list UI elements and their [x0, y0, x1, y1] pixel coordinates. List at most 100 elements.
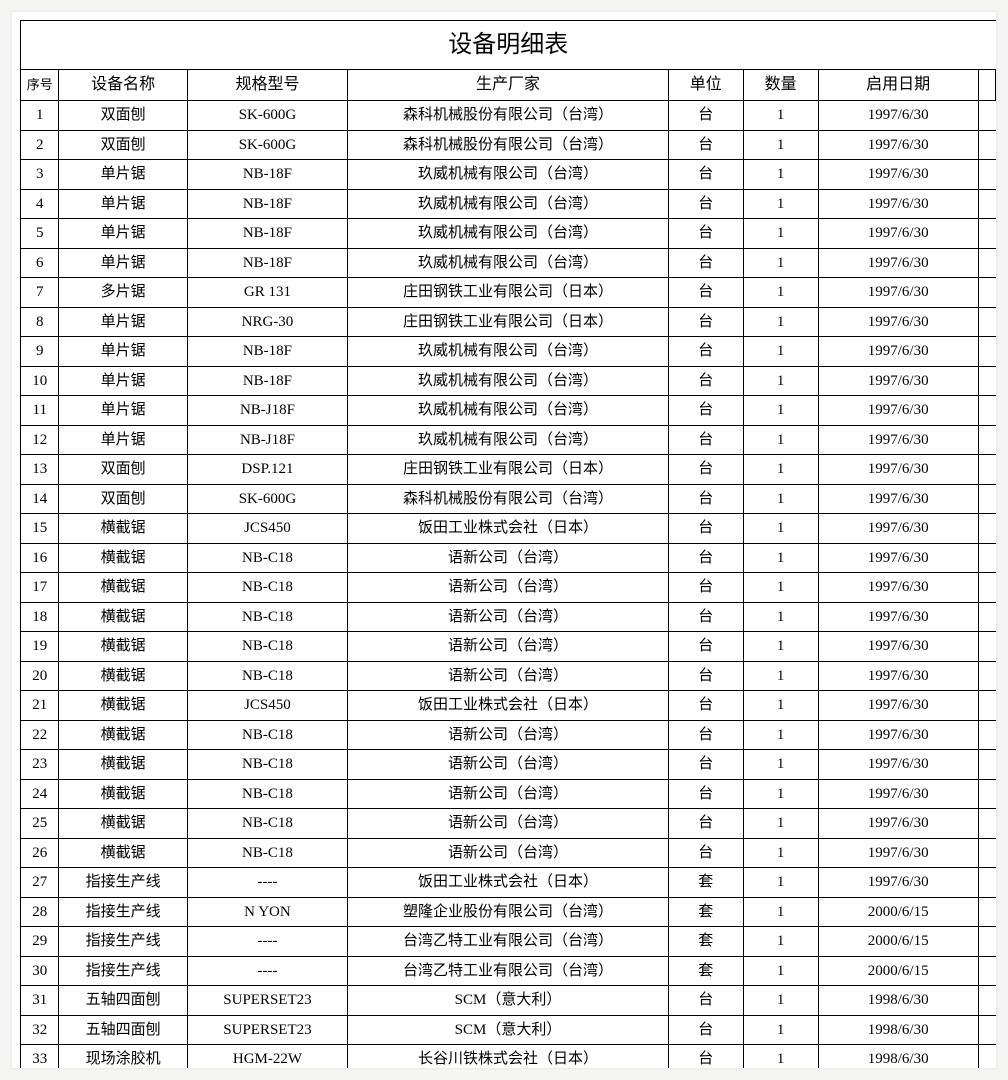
cell-manufacturer: 玖威机械有限公司（台湾）	[348, 396, 669, 426]
cell-seq: 19	[21, 632, 59, 662]
cell-end	[978, 543, 995, 573]
table-row: 14双面刨SK-600G森科机械股份有限公司（台湾）台11997/6/30	[21, 484, 996, 514]
cell-model: NB-C18	[187, 750, 347, 780]
cell-end	[978, 897, 995, 927]
cell-name: 指接生产线	[59, 927, 187, 957]
table-row: 28指接生产线N YON塑隆企业股份有限公司（台湾）套12000/6/15	[21, 897, 996, 927]
cell-date: 1997/6/30	[818, 248, 978, 278]
header-manufacturer: 生产厂家	[348, 70, 669, 101]
cell-date: 1997/6/30	[818, 868, 978, 898]
cell-qty: 1	[743, 720, 818, 750]
table-row: 9单片锯NB-18F玖威机械有限公司（台湾）台11997/6/30	[21, 337, 996, 367]
cell-qty: 1	[743, 366, 818, 396]
cell-name: 横截锯	[59, 543, 187, 573]
header-unit: 单位	[668, 70, 743, 101]
table-row: 17横截锯NB-C18语新公司（台湾）台11997/6/30	[21, 573, 996, 603]
cell-end	[978, 602, 995, 632]
cell-manufacturer: 庄田钢铁工业有限公司（日本）	[348, 455, 669, 485]
cell-seq: 24	[21, 779, 59, 809]
cell-end	[978, 868, 995, 898]
cell-unit: 台	[668, 455, 743, 485]
header-date: 启用日期	[818, 70, 978, 101]
cell-unit: 台	[668, 750, 743, 780]
cell-seq: 1	[21, 101, 59, 131]
cell-manufacturer: 玖威机械有限公司（台湾）	[348, 219, 669, 249]
cell-manufacturer: 森科机械股份有限公司（台湾）	[348, 130, 669, 160]
header-qty: 数量	[743, 70, 818, 101]
cell-model: DSP.121	[187, 455, 347, 485]
cell-unit: 台	[668, 366, 743, 396]
cell-qty: 1	[743, 484, 818, 514]
cell-end	[978, 160, 995, 190]
cell-unit: 套	[668, 956, 743, 986]
cell-name: 横截锯	[59, 573, 187, 603]
cell-end	[978, 573, 995, 603]
cell-manufacturer: 台湾乙特工业有限公司（台湾）	[348, 956, 669, 986]
cell-manufacturer: 语新公司（台湾）	[348, 809, 669, 839]
cell-date: 1997/6/30	[818, 101, 978, 131]
cell-end	[978, 484, 995, 514]
cell-name: 现场涂胶机	[59, 1045, 187, 1069]
cell-end	[978, 337, 995, 367]
cell-manufacturer: 语新公司（台湾）	[348, 602, 669, 632]
cell-seq: 29	[21, 927, 59, 957]
cell-qty: 1	[743, 425, 818, 455]
cell-end	[978, 396, 995, 426]
cell-manufacturer: SCM（意大利）	[348, 1015, 669, 1045]
cell-manufacturer: 长谷川铁株式会社（日本）	[348, 1045, 669, 1069]
cell-date: 1998/6/30	[818, 986, 978, 1016]
cell-seq: 23	[21, 750, 59, 780]
page-container: 设备明细表 序号 设备名称 规格型号 生产厂家 单位 数量 启用日期 1双面刨S…	[12, 12, 996, 1068]
cell-end	[978, 455, 995, 485]
cell-seq: 6	[21, 248, 59, 278]
cell-qty: 1	[743, 956, 818, 986]
cell-unit: 台	[668, 1015, 743, 1045]
cell-unit: 台	[668, 307, 743, 337]
cell-manufacturer: 玖威机械有限公司（台湾）	[348, 189, 669, 219]
cell-qty: 1	[743, 573, 818, 603]
cell-name: 横截锯	[59, 632, 187, 662]
cell-date: 1997/6/30	[818, 838, 978, 868]
cell-unit: 台	[668, 248, 743, 278]
table-title: 设备明细表	[21, 21, 996, 70]
cell-model: JCS450	[187, 514, 347, 544]
cell-seq: 13	[21, 455, 59, 485]
cell-unit: 台	[668, 720, 743, 750]
cell-unit: 台	[668, 130, 743, 160]
cell-unit: 台	[668, 160, 743, 190]
table-row: 12单片锯NB-J18F玖威机械有限公司（台湾）台11997/6/30	[21, 425, 996, 455]
header-end	[978, 70, 995, 101]
cell-manufacturer: 语新公司（台湾）	[348, 720, 669, 750]
header-name: 设备名称	[59, 70, 187, 101]
cell-qty: 1	[743, 779, 818, 809]
cell-unit: 台	[668, 396, 743, 426]
cell-unit: 台	[668, 809, 743, 839]
cell-name: 横截锯	[59, 779, 187, 809]
cell-seq: 15	[21, 514, 59, 544]
cell-manufacturer: 饭田工业株式会社（日本）	[348, 868, 669, 898]
cell-seq: 5	[21, 219, 59, 249]
cell-manufacturer: 语新公司（台湾）	[348, 632, 669, 662]
cell-end	[978, 809, 995, 839]
cell-name: 双面刨	[59, 130, 187, 160]
cell-seq: 18	[21, 602, 59, 632]
cell-date: 1997/6/30	[818, 307, 978, 337]
cell-date: 1997/6/30	[818, 425, 978, 455]
cell-manufacturer: SCM（意大利）	[348, 986, 669, 1016]
table-row: 10单片锯NB-18F玖威机械有限公司（台湾）台11997/6/30	[21, 366, 996, 396]
cell-model: SUPERSET23	[187, 986, 347, 1016]
cell-unit: 台	[668, 425, 743, 455]
cell-model: NB-J18F	[187, 396, 347, 426]
cell-name: 横截锯	[59, 809, 187, 839]
cell-name: 单片锯	[59, 189, 187, 219]
cell-date: 1997/6/30	[818, 779, 978, 809]
table-row: 16横截锯NB-C18语新公司（台湾）台11997/6/30	[21, 543, 996, 573]
cell-date: 1997/6/30	[818, 160, 978, 190]
cell-name: 单片锯	[59, 337, 187, 367]
cell-end	[978, 514, 995, 544]
cell-seq: 2	[21, 130, 59, 160]
table-row: 32五轴四面刨SUPERSET23SCM（意大利）台11998/6/30	[21, 1015, 996, 1045]
cell-date: 1997/6/30	[818, 602, 978, 632]
cell-manufacturer: 庄田钢铁工业有限公司（日本）	[348, 307, 669, 337]
cell-end	[978, 425, 995, 455]
